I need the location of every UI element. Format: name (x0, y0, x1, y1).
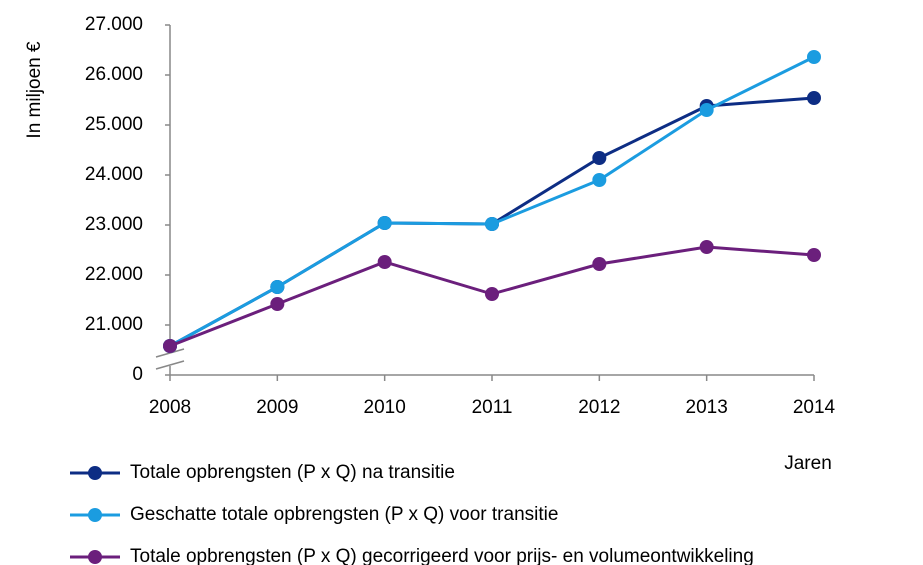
data-point (592, 151, 607, 165)
y-tick-label: 24.000 (85, 164, 143, 185)
legend-marker (88, 508, 102, 522)
y-tick-label: 0 (132, 364, 143, 385)
data-point (592, 257, 607, 271)
y-tick-label: 25.000 (85, 114, 143, 135)
axis-break (155, 360, 185, 370)
data-point (807, 50, 821, 64)
x-tick-label: 2014 (793, 397, 836, 418)
legend-marker (88, 550, 102, 564)
data-point (163, 339, 177, 353)
y-tick-label: 22.000 (85, 264, 143, 285)
x-tick-label: 2011 (472, 397, 513, 418)
x-tick-label: 2008 (149, 397, 191, 418)
x-tick-label: 2009 (256, 397, 298, 418)
data-point (807, 248, 821, 262)
data-point (377, 216, 392, 230)
data-point (270, 297, 285, 311)
y-tick-label: 23.000 (85, 214, 143, 235)
legend-label: Totale opbrengsten (P x Q) na transitie (130, 462, 455, 483)
y-tick-label: 26.000 (85, 64, 143, 85)
x-tick-label: 2010 (364, 397, 406, 418)
y-tick-label: 27.000 (85, 14, 143, 35)
data-point (270, 280, 285, 294)
y-tick-label: 21.000 (85, 314, 143, 335)
legend-label: Geschatte totale opbrengsten (P x Q) voo… (130, 504, 558, 525)
x-tick-label: 2012 (578, 397, 620, 418)
data-point (699, 103, 714, 117)
data-point (807, 91, 821, 105)
data-point (377, 255, 392, 269)
data-point (699, 240, 714, 254)
legend-marker (88, 466, 102, 480)
data-point (485, 217, 499, 231)
y-axis-label: In miljoen € (24, 41, 45, 139)
series-line (169, 55, 815, 348)
x-axis-label: Jaren (784, 453, 832, 474)
legend-label: Totale opbrengsten (P x Q) gecorrigeerd … (130, 546, 754, 565)
data-point (592, 173, 607, 187)
x-tick-label: 2013 (686, 397, 728, 418)
data-point (485, 287, 499, 301)
